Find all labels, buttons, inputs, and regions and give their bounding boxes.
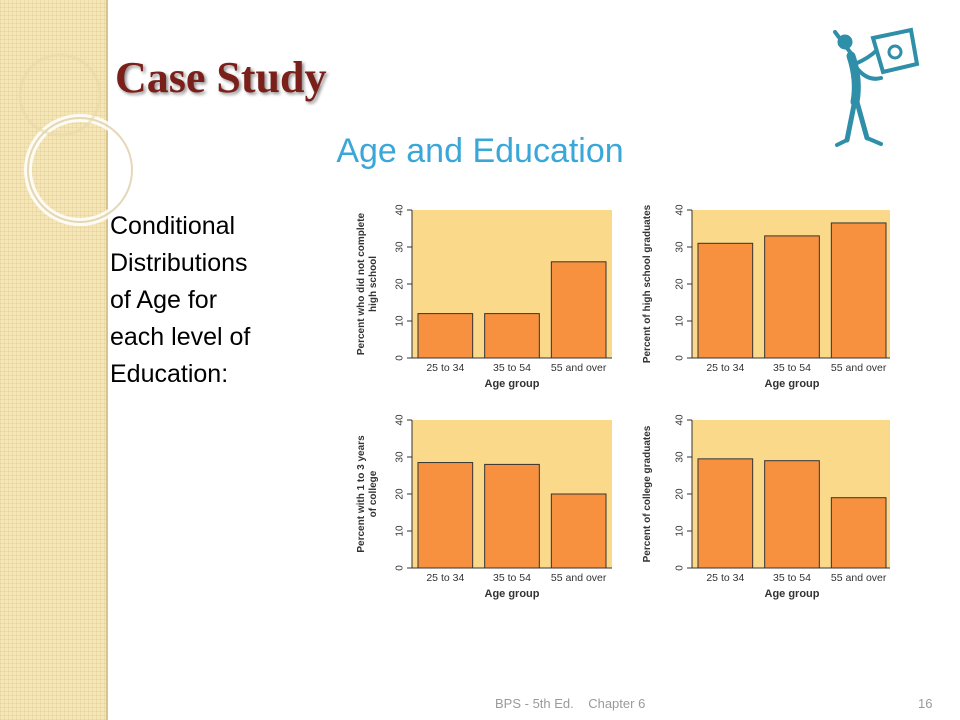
body-line: of Age for (110, 286, 218, 314)
y-tick-label: 30 (395, 451, 406, 463)
chart-panel-2: 0 10 20 30 40 Percent of high school graduate… (642, 204, 890, 390)
y-axis-label: of college (368, 470, 379, 517)
body-line: Distributions (110, 249, 248, 277)
bar (764, 460, 820, 569)
x-tick-label: 35 to 54 (773, 362, 811, 374)
bar (830, 222, 887, 359)
x-axis-label: Age group (485, 588, 540, 600)
y-tick-label: 30 (395, 241, 406, 253)
x-axis-label: Age group (765, 378, 820, 390)
x-tick-label: 55 and over (551, 362, 607, 374)
y-tick-label: 40 (395, 204, 406, 216)
x-tick-label: 25 to 34 (706, 572, 744, 584)
y-tick-label: 0 (675, 565, 686, 571)
y-tick-label: 10 (675, 525, 686, 537)
y-tick-label: 20 (675, 488, 686, 500)
y-tick-label: 20 (395, 488, 406, 500)
body-line: each level of (110, 323, 251, 351)
x-tick-label: 55 and over (831, 572, 887, 584)
y-tick-label: 0 (395, 565, 406, 571)
body-line: Education: (110, 360, 229, 388)
y-axis-label: Percent who did not complete (356, 212, 367, 355)
slide-subtitle: Age and Education (336, 132, 624, 170)
bar (484, 313, 540, 359)
bar (417, 313, 474, 359)
sidebar-divider (106, 0, 108, 720)
x-axis-label: Age group (485, 378, 540, 390)
x-tick-label: 55 and over (831, 362, 887, 374)
bar-chart-grid: 0 10 20 30 40 Percent who did not complete hig… (356, 204, 890, 600)
chart-panel-1: 0 10 20 30 40 Percent who did not complete hig… (356, 204, 612, 390)
y-tick-label: 0 (395, 355, 406, 361)
y-tick-label: 0 (675, 355, 686, 361)
bar (484, 463, 540, 569)
y-tick-label: 40 (395, 414, 406, 426)
y-axis-label: high school (368, 256, 379, 312)
chart-panel-3: 0 10 20 30 40 Percent with 1 to 3 years of col… (356, 414, 612, 600)
y-tick-label: 30 (675, 451, 686, 463)
x-tick-label: 25 to 34 (426, 362, 464, 374)
thinking-figure-icon (833, 27, 920, 147)
x-tick-label: 35 to 54 (773, 572, 811, 584)
bar (417, 462, 474, 569)
y-axis-label: Percent with 1 to 3 years (356, 435, 367, 553)
x-axis-label: Age group (765, 588, 820, 600)
page-number: 16 (918, 696, 933, 711)
bar (550, 261, 607, 359)
x-tick-label: 35 to 54 (493, 362, 531, 374)
y-tick-label: 30 (675, 241, 686, 253)
bar (697, 242, 754, 359)
y-tick-label: 10 (675, 315, 686, 327)
decorative-rings (18, 53, 136, 226)
bar (697, 458, 754, 569)
bar (764, 235, 820, 359)
x-tick-label: 25 to 34 (706, 362, 744, 374)
bar (830, 497, 887, 569)
x-tick-label: 55 and over (551, 572, 607, 584)
body-line: Conditional (110, 212, 236, 240)
y-tick-label: 10 (395, 525, 406, 537)
bar (550, 493, 607, 569)
footer-text: BPS - 5th Ed. Chapter 6 (495, 696, 646, 711)
y-axis-label: Percent of high school graduates (642, 204, 653, 363)
x-tick-label: 35 to 54 (493, 572, 531, 584)
slide-title: Case Study (115, 53, 327, 102)
y-tick-label: 40 (675, 204, 686, 216)
y-tick-label: 10 (395, 315, 406, 327)
chart-panel-4: 0 10 20 30 40 Percent of college graduates 25 … (642, 414, 890, 600)
x-tick-label: 25 to 34 (426, 572, 464, 584)
y-tick-label: 20 (675, 278, 686, 290)
y-tick-label: 20 (395, 278, 406, 290)
y-axis-label: Percent of college graduates (642, 425, 653, 562)
y-tick-label: 40 (675, 414, 686, 426)
slide-body-text: Conditional Distributions of Age for eac… (110, 208, 325, 393)
